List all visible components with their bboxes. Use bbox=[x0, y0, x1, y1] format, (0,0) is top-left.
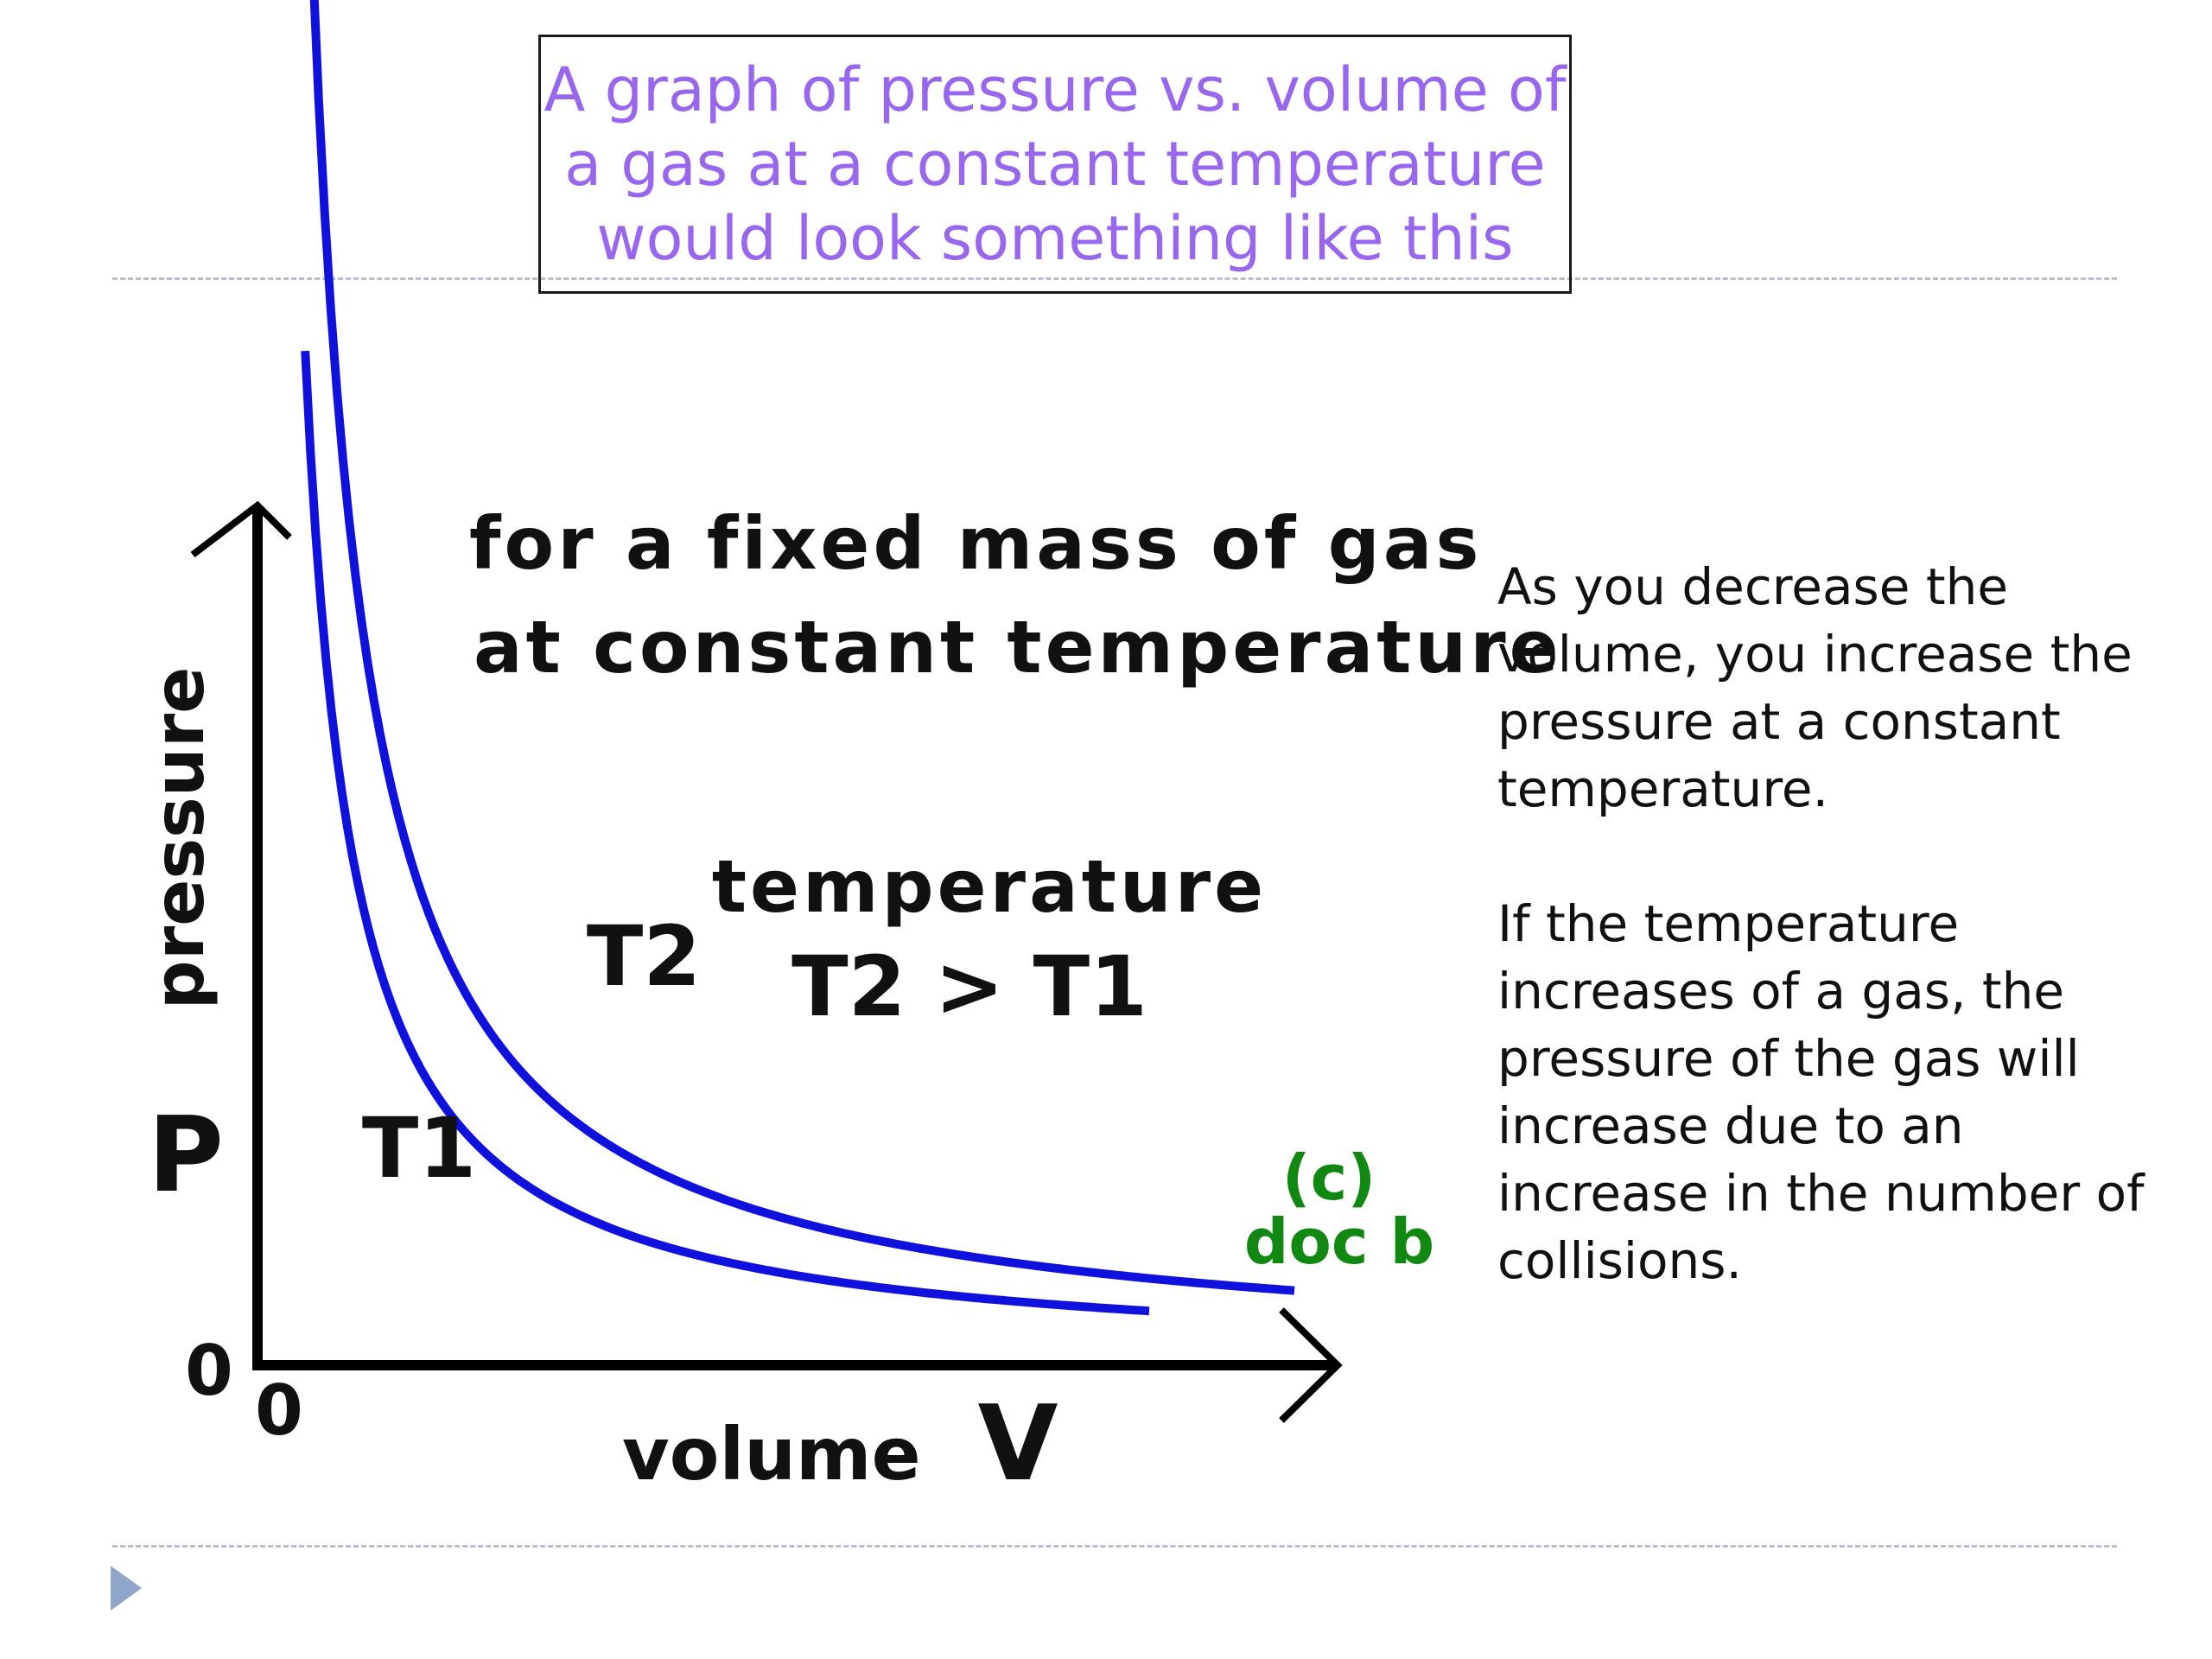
credit-line-1: (c) bbox=[1282, 1141, 1376, 1214]
explanation-text: As you decrease the volume, you increase… bbox=[1497, 553, 2171, 1294]
slide-title-box: A graph of pressure vs. volume of a gas … bbox=[538, 35, 1572, 294]
y-axis-arrowhead bbox=[190, 500, 292, 558]
curve-T1 bbox=[301, 350, 1150, 1316]
x-axis-symbol: V bbox=[978, 1384, 1058, 1504]
y-axis-symbol: P bbox=[148, 1096, 224, 1216]
x-axis-arrowhead bbox=[1279, 1307, 1343, 1423]
credit-line-2: doc b bbox=[1244, 1205, 1434, 1278]
chart-title-line-1: for a fixed mass of gas bbox=[469, 501, 1482, 586]
explanation-paragraph-2: If the temperature increases of a gas, t… bbox=[1497, 894, 2145, 1290]
x-axis-label: volume bbox=[622, 1412, 921, 1497]
y-origin-label: 0 bbox=[185, 1331, 233, 1411]
curve-T2 bbox=[309, 0, 1295, 1295]
explanation-paragraph-1: As you decrease the volume, you increase… bbox=[1497, 557, 2133, 818]
x-origin-label: 0 bbox=[255, 1370, 303, 1451]
slide-title-line-1: A graph of pressure vs. volume of bbox=[543, 54, 1567, 125]
series-label-T1: T1 bbox=[362, 1100, 476, 1197]
slide-title-line-3: would look something like this bbox=[596, 203, 1514, 274]
top-divider bbox=[112, 277, 2117, 280]
chart-title-line-2: at constant temperature bbox=[474, 605, 1562, 690]
next-slide-arrow-icon[interactable] bbox=[111, 1566, 142, 1611]
bottom-divider bbox=[112, 1545, 2117, 1548]
y-axis-label: pressure bbox=[139, 667, 219, 1010]
series-label-T2: T2 bbox=[587, 908, 701, 1005]
annotation-line-2: T2 > T1 bbox=[791, 938, 1147, 1035]
annotation-line-1: temperature bbox=[712, 844, 1267, 929]
slide-title-line-2: a gas at a constant temperature bbox=[564, 129, 1546, 200]
